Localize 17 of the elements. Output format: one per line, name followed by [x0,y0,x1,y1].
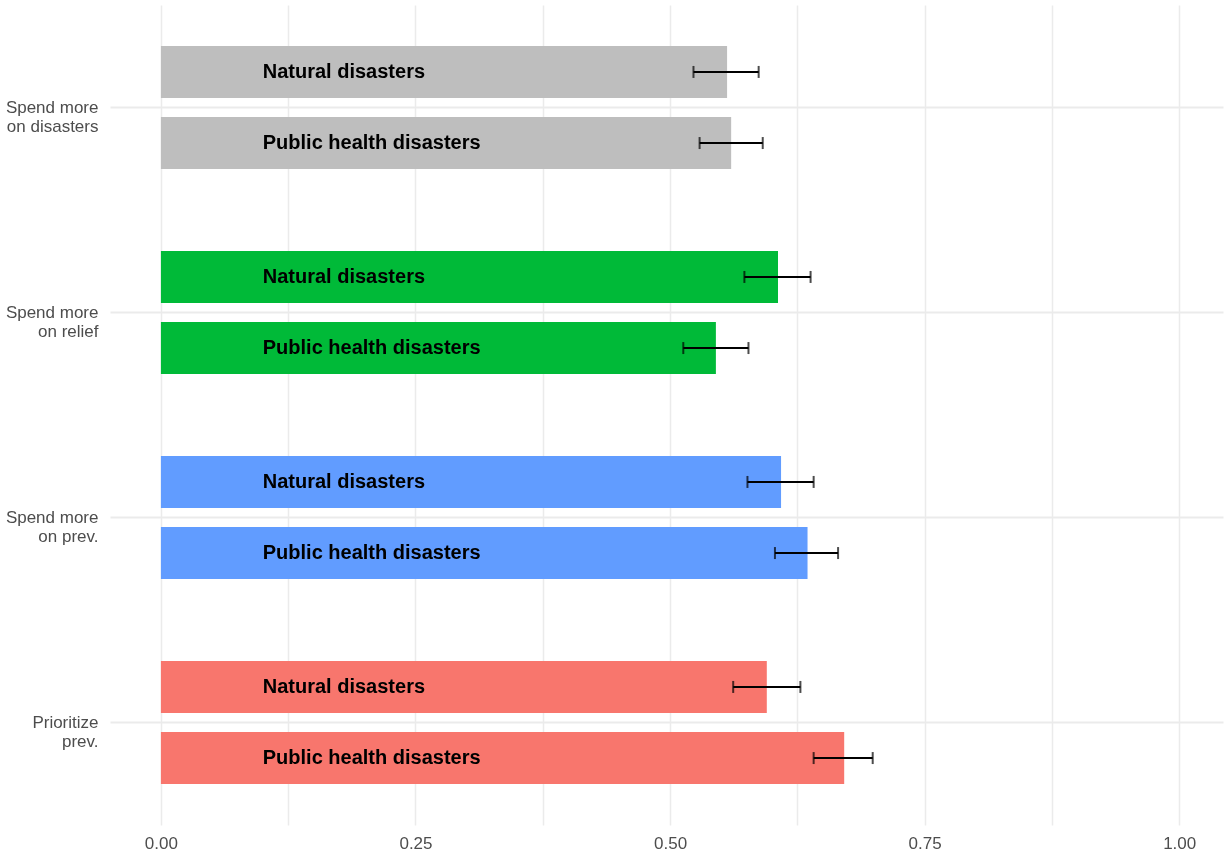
text: Natural disasters [262,674,426,697]
x-tick-label: 1.00 [1163,833,1197,853]
x-tick-label: 0.25 [399,833,433,853]
text: Public health disasters [262,336,481,359]
text: Natural disasters [262,59,426,82]
y-tick-label: Spend more on disasters [5,97,99,136]
y-tick-label: Prioritize prev. [32,712,99,751]
y-tick-label: Spend more on prev. [5,507,99,546]
x-tick-label: 0.50 [654,833,688,853]
text: Natural disasters [262,469,426,492]
text: Public health disasters [262,746,481,769]
series-label: Public health disasters [262,541,481,564]
x-tick-label: 0.75 [908,833,942,853]
x-tick-label: 0.00 [144,833,178,853]
y-tick-label: Spend more on relief [5,302,99,341]
text: Public health disasters [262,131,481,154]
series-label: Natural disasters [262,264,426,287]
